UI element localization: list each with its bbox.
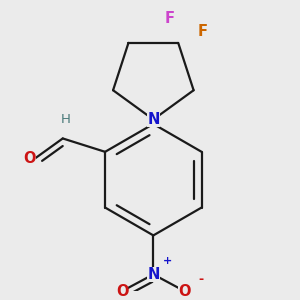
Text: -: - [199,274,204,286]
Text: F: F [164,11,174,26]
Text: F: F [198,24,208,39]
Text: N: N [147,267,160,282]
Text: N: N [147,112,160,127]
Text: +: + [163,256,172,266]
Text: O: O [178,284,191,298]
Text: H: H [61,113,71,126]
Text: O: O [116,284,128,298]
Text: O: O [23,151,36,166]
